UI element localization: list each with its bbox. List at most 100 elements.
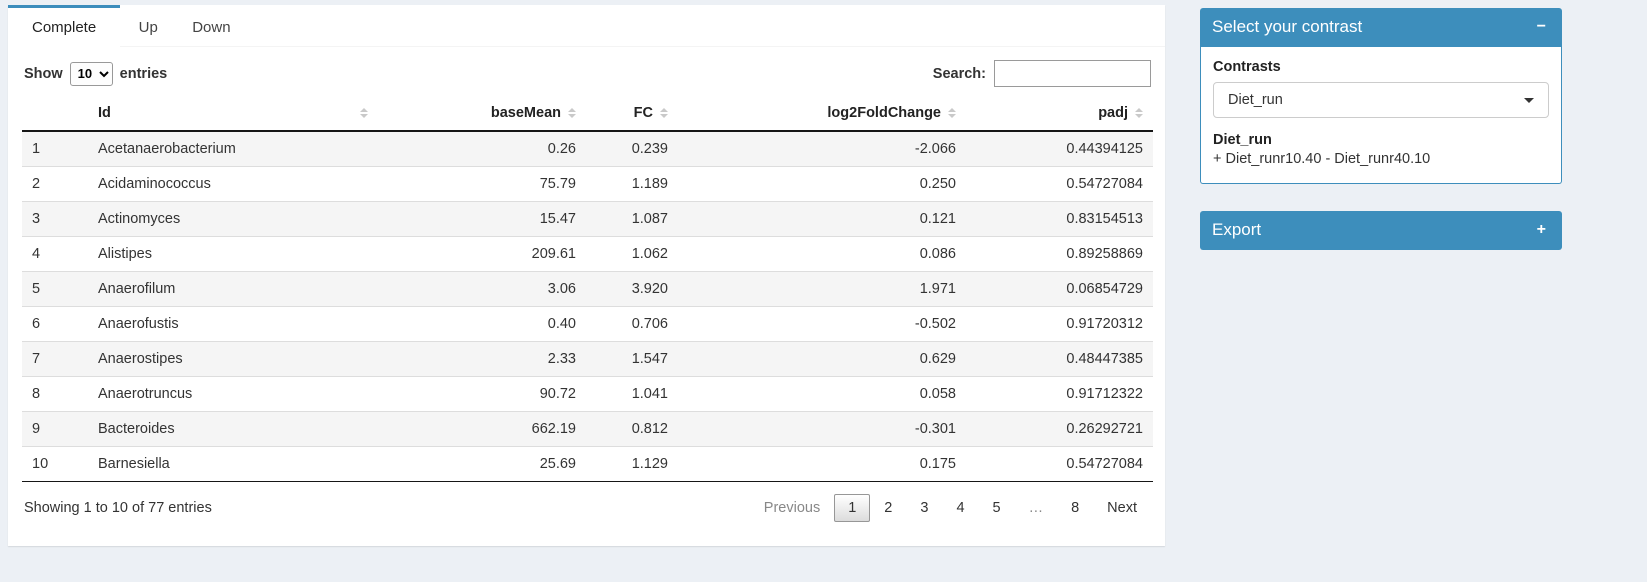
- table-row[interactable]: 6 Anaerofustis 0.40 0.706 -0.502 0.91720…: [22, 306, 1153, 342]
- cell-log2foldchange: 1.971: [678, 271, 966, 307]
- pagination: Previous 1 2 3 4 5 … 8 Next: [750, 494, 1151, 522]
- search-input[interactable]: [994, 60, 1151, 87]
- cell-padj: 0.83154513: [966, 201, 1153, 237]
- table-row[interactable]: 8 Anaerotruncus 90.72 1.041 0.058 0.9171…: [22, 376, 1153, 412]
- cell-id: Acidaminococcus: [88, 166, 378, 202]
- cell-basemean: 0.26: [547, 141, 576, 157]
- cell-fc: 1.062: [586, 236, 678, 272]
- contrast-box-header: Select your contrast −: [1200, 8, 1562, 47]
- cell-basemean: 75.79: [378, 166, 586, 202]
- pagination-page-5[interactable]: 5: [992, 500, 1001, 516]
- table-row[interactable]: 10 Barnesiella 25.69 1.129 0.175 0.54727…: [22, 446, 1153, 482]
- cell-rownum: 10: [22, 446, 88, 482]
- cell-rownum: 2: [22, 166, 88, 202]
- contrasts-label: Contrasts: [1213, 59, 1281, 75]
- show-label: Show: [24, 65, 63, 82]
- cell-fc: 0.239: [631, 141, 668, 157]
- cell-basemean: 90.72: [378, 376, 586, 412]
- header-log2foldchange[interactable]: log2FoldChange: [678, 97, 966, 132]
- cell-id: Actinomyces: [88, 201, 378, 237]
- search-control: Search:: [933, 60, 1151, 87]
- pagination-next[interactable]: Next: [1107, 500, 1137, 516]
- contrast-name: Diet_run: [1213, 132, 1272, 148]
- right-sidebar: Select your contrast − Contrasts Diet_ru…: [1200, 8, 1562, 250]
- tab-complete[interactable]: Complete: [8, 5, 121, 47]
- pagination-page-1[interactable]: 1: [834, 494, 871, 522]
- cell-padj: 0.91712322: [966, 376, 1153, 412]
- pagination-page-3[interactable]: 3: [920, 500, 929, 516]
- sort-icon[interactable]: [948, 108, 956, 118]
- cell-rownum: 3: [22, 201, 88, 237]
- cell-rownum: 6: [22, 306, 88, 342]
- contrast-box: Select your contrast − Contrasts Diet_ru…: [1200, 8, 1562, 184]
- cell-rownum: 1: [32, 141, 41, 157]
- contrast-formula: + Diet_runr10.40 - Diet_runr40.10: [1213, 151, 1431, 167]
- collapse-icon[interactable]: −: [1533, 17, 1550, 37]
- cell-id: Anaerofilum: [88, 271, 378, 307]
- cell-log2foldchange: 0.629: [678, 341, 966, 377]
- page-length-select[interactable]: 10: [69, 61, 113, 86]
- pagination-page-4[interactable]: 4: [956, 500, 965, 516]
- cell-fc: 1.189: [586, 166, 678, 202]
- cell-id: Anaerotruncus: [88, 376, 378, 412]
- cell-rownum: 9: [22, 411, 88, 447]
- header-id-label: Id: [98, 105, 111, 121]
- export-box: Export +: [1200, 211, 1562, 250]
- cell-id: Barnesiella: [88, 446, 378, 482]
- table-row[interactable]: 2 Acidaminococcus 75.79 1.189 0.250 0.54…: [22, 166, 1153, 202]
- cell-padj: 0.06854729: [966, 271, 1153, 307]
- chevron-down-icon: [1524, 97, 1534, 103]
- sort-icon[interactable]: [568, 108, 576, 118]
- tab-down[interactable]: Down: [192, 19, 231, 36]
- cell-log2foldchange: 0.121: [678, 201, 966, 237]
- table-row[interactable]: 7 Anaerostipes 2.33 1.547 0.629 0.484473…: [22, 341, 1153, 377]
- cell-fc: 1.087: [586, 201, 678, 237]
- cell-padj: 0.44394125: [1066, 141, 1143, 157]
- cell-basemean: 3.06: [378, 271, 586, 307]
- header-fc[interactable]: FC: [586, 97, 678, 132]
- tab-up[interactable]: Up: [138, 19, 158, 36]
- table-footer: Showing 1 to 10 of 77 entries Previous 1…: [8, 482, 1165, 534]
- sort-icon[interactable]: [360, 108, 368, 118]
- table-row[interactable]: 3 Actinomyces 15.47 1.087 0.121 0.831545…: [22, 201, 1153, 237]
- cell-padj: 0.48447385: [966, 341, 1153, 377]
- cell-rownum: 8: [22, 376, 88, 412]
- pagination-page-8[interactable]: 8: [1071, 500, 1080, 516]
- cell-basemean: 0.40: [378, 306, 586, 342]
- contrast-select-value: Diet_run: [1228, 92, 1283, 108]
- header-padj-label: padj: [1098, 105, 1128, 121]
- header-id[interactable]: Id: [88, 97, 378, 132]
- cell-fc: 1.547: [586, 341, 678, 377]
- cell-fc: 0.812: [586, 411, 678, 447]
- header-basemean[interactable]: baseMean: [378, 97, 586, 132]
- table-row[interactable]: 5 Anaerofilum 3.06 3.920 1.971 0.0685472…: [22, 271, 1153, 307]
- cell-log2foldchange: -2.066: [914, 141, 956, 157]
- contrast-select[interactable]: Diet_run: [1213, 82, 1549, 118]
- cell-id: Acetanaerobacterium: [98, 141, 236, 157]
- table-controls: Show 10 entries Search:: [8, 47, 1165, 97]
- cell-log2foldchange: 0.086: [678, 236, 966, 272]
- sort-icon[interactable]: [660, 108, 668, 118]
- cell-id: Anaerostipes: [88, 341, 378, 377]
- cell-id: Alistipes: [88, 236, 378, 272]
- expand-icon[interactable]: +: [1533, 220, 1550, 240]
- results-table: Id baseMean FC: [22, 97, 1153, 482]
- cell-log2foldchange: 0.058: [678, 376, 966, 412]
- table-info: Showing 1 to 10 of 77 entries: [24, 500, 212, 516]
- results-tabs: Complete Up Down: [8, 5, 1165, 47]
- table-row[interactable]: 9 Bacteroides 662.19 0.812 -0.301 0.2629…: [22, 411, 1153, 447]
- pagination-page-2[interactable]: 2: [884, 500, 893, 516]
- page-length-control: Show 10 entries: [24, 61, 167, 86]
- cell-padj: 0.54727084: [966, 446, 1153, 482]
- table-row[interactable]: 1 Acetanaerobacterium 0.26 0.239 -2.066 …: [22, 131, 1153, 167]
- header-padj[interactable]: padj: [966, 97, 1153, 132]
- cell-log2foldchange: 0.250: [678, 166, 966, 202]
- cell-padj: 0.91720312: [966, 306, 1153, 342]
- sort-icon[interactable]: [1135, 108, 1143, 118]
- pagination-previous[interactable]: Previous: [763, 500, 821, 516]
- contrast-box-title: Select your contrast: [1212, 17, 1363, 36]
- cell-basemean: 2.33: [378, 341, 586, 377]
- table-row[interactable]: 4 Alistipes 209.61 1.062 0.086 0.8925886…: [22, 236, 1153, 272]
- cell-basemean: 662.19: [378, 411, 586, 447]
- cell-padj: 0.54727084: [966, 166, 1153, 202]
